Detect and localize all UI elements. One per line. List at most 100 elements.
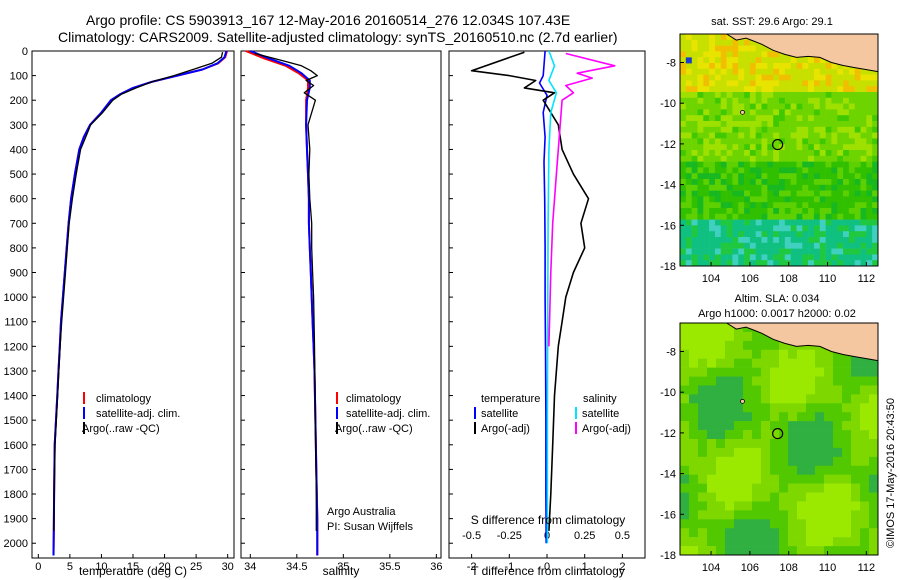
map-cell	[707, 439, 717, 449]
map-cell	[854, 86, 861, 93]
map-cell	[767, 254, 774, 261]
map-cell	[872, 155, 879, 162]
map-cell	[854, 155, 861, 162]
map-cell	[749, 150, 756, 157]
map-cell	[808, 144, 815, 151]
map-cell	[854, 132, 861, 139]
map-cell	[680, 208, 687, 215]
map-cell	[709, 248, 716, 255]
map-cell	[738, 103, 745, 110]
map-cell	[773, 155, 780, 162]
map-cell	[872, 173, 879, 180]
map-cell	[833, 358, 843, 368]
map-cell	[784, 254, 791, 261]
map-cell	[851, 447, 861, 458]
s-diff-tick-label: 0.25	[574, 530, 595, 542]
map-cell	[685, 51, 692, 58]
map-cell	[825, 132, 832, 139]
map-cell	[749, 225, 756, 232]
map-cell	[848, 97, 855, 104]
map-cell	[773, 138, 780, 145]
map-cell	[680, 421, 690, 431]
map-cell	[866, 231, 873, 238]
map-cell	[726, 121, 733, 128]
map-cell	[698, 430, 708, 440]
map-cell	[709, 202, 716, 209]
map-cell	[860, 394, 870, 404]
map-cell	[685, 126, 692, 133]
map-cell	[872, 202, 879, 209]
map-cell	[773, 179, 780, 186]
map-cell	[744, 208, 751, 215]
map-cell	[854, 260, 861, 267]
map-cell	[843, 219, 850, 226]
map-cell	[685, 150, 692, 157]
map-cell	[749, 97, 756, 104]
map-cell	[790, 150, 797, 157]
map-cell	[854, 179, 861, 186]
map-cell	[860, 421, 870, 431]
map-cell	[790, 109, 797, 116]
map-cell	[744, 219, 751, 226]
map-cell	[725, 439, 735, 449]
map-cell	[726, 34, 733, 41]
map-cell	[837, 92, 844, 99]
map-cell	[837, 213, 844, 220]
map-cell	[744, 161, 751, 168]
map-cell	[797, 528, 807, 538]
map-cell	[831, 103, 838, 110]
map-cell	[714, 57, 722, 64]
map-cell	[825, 254, 832, 261]
map-cell	[808, 150, 815, 157]
map-cell	[752, 394, 762, 404]
map-cell	[691, 121, 698, 128]
map-cell	[714, 68, 722, 75]
map-cell	[707, 331, 717, 342]
map-cell	[703, 126, 710, 133]
map-cell	[707, 340, 717, 351]
map-cell	[797, 385, 807, 395]
map-cell	[779, 501, 789, 511]
map-cell	[698, 376, 708, 386]
map-cell	[837, 161, 844, 168]
map-lat-tick-label: -8	[666, 57, 676, 69]
map-cell	[697, 109, 704, 116]
map-cell	[707, 510, 717, 520]
map-cell	[872, 68, 879, 75]
depth-tick-label: 1100	[4, 317, 28, 329]
map-cell	[808, 167, 815, 174]
map-cell	[689, 519, 699, 529]
map-cell	[773, 225, 780, 232]
map-cell	[697, 150, 704, 157]
map-cell	[726, 225, 733, 232]
map-cell	[831, 138, 838, 145]
map-cell	[837, 155, 844, 162]
map-cell	[860, 132, 867, 139]
map-cell	[784, 86, 791, 93]
map-cell	[784, 196, 791, 203]
map-cell	[691, 213, 698, 220]
map-cell	[860, 492, 870, 502]
map-cell	[806, 394, 816, 404]
map-cell	[698, 385, 708, 395]
map-cell	[851, 528, 861, 538]
map-cell	[779, 376, 789, 386]
map-cell	[833, 430, 843, 440]
map-cell	[860, 213, 867, 220]
map-cell	[703, 39, 710, 46]
map-cell	[842, 367, 852, 377]
map-cell	[788, 519, 798, 529]
map-cell	[788, 483, 798, 493]
map-cell	[802, 225, 809, 232]
map-cell	[752, 510, 762, 520]
map-cell	[860, 173, 867, 180]
map-cell	[726, 63, 733, 70]
map-cell	[720, 184, 727, 191]
map-cell	[761, 173, 768, 180]
map-cell	[680, 138, 687, 145]
map-lat-tick-label: -12	[660, 428, 676, 440]
map-cell	[843, 138, 850, 145]
map-cell	[813, 126, 821, 133]
map-cell	[806, 501, 816, 511]
map-cell	[761, 340, 771, 351]
